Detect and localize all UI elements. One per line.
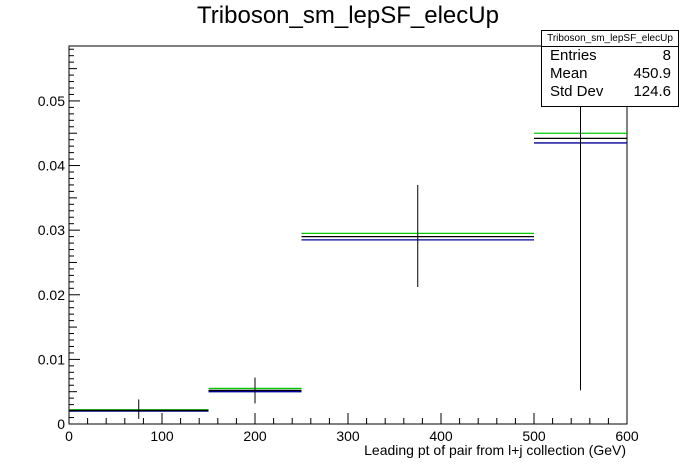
stats-entries-row: Entries 8 (542, 47, 678, 65)
stats-box: Triboson_sm_lepSF_elecUp Entries 8 Mean … (541, 30, 679, 107)
y-tick-label: 0.03 (38, 222, 65, 238)
x-tick-label: 300 (336, 428, 360, 444)
y-tick-label: 0.04 (38, 158, 65, 174)
stats-entries-value: 8 (662, 47, 671, 64)
x-tick-label: 500 (522, 428, 546, 444)
axis-ticks (68, 48, 628, 425)
chart-title: Triboson_sm_lepSF_elecUp (197, 2, 499, 29)
error-bars (138, 46, 581, 419)
y-tick-label: 0.01 (38, 351, 65, 367)
stats-entries-label: Entries (550, 47, 597, 64)
x-tick-label: 0 (65, 428, 73, 444)
stats-box-title: Triboson_sm_lepSF_elecUp (542, 31, 678, 47)
y-tick-label: 0.02 (38, 287, 65, 303)
stats-std-row: Std Dev 124.6 (542, 83, 678, 101)
stats-mean-row: Mean 450.9 (542, 65, 678, 83)
histogram-series (69, 132, 627, 412)
x-tick-label: 600 (615, 428, 639, 444)
stats-std-label: Std Dev (550, 83, 604, 100)
x-tick-label: 100 (150, 428, 174, 444)
y-tick-label: 0.05 (38, 93, 65, 109)
axis-tick-labels: 0 100 200 300 400 500 600 0 0.01 0.02 0.03 0.04 0.05 (38, 93, 639, 444)
stats-std-value: 124.6 (633, 83, 671, 100)
x-axis-label: Leading pt of pair from l+j collection (… (364, 442, 626, 458)
y-tick-label: 0 (57, 416, 65, 432)
stats-mean-value: 450.9 (633, 65, 671, 82)
stats-mean-label: Mean (550, 65, 588, 82)
x-tick-label: 400 (429, 428, 453, 444)
x-tick-label: 200 (243, 428, 267, 444)
